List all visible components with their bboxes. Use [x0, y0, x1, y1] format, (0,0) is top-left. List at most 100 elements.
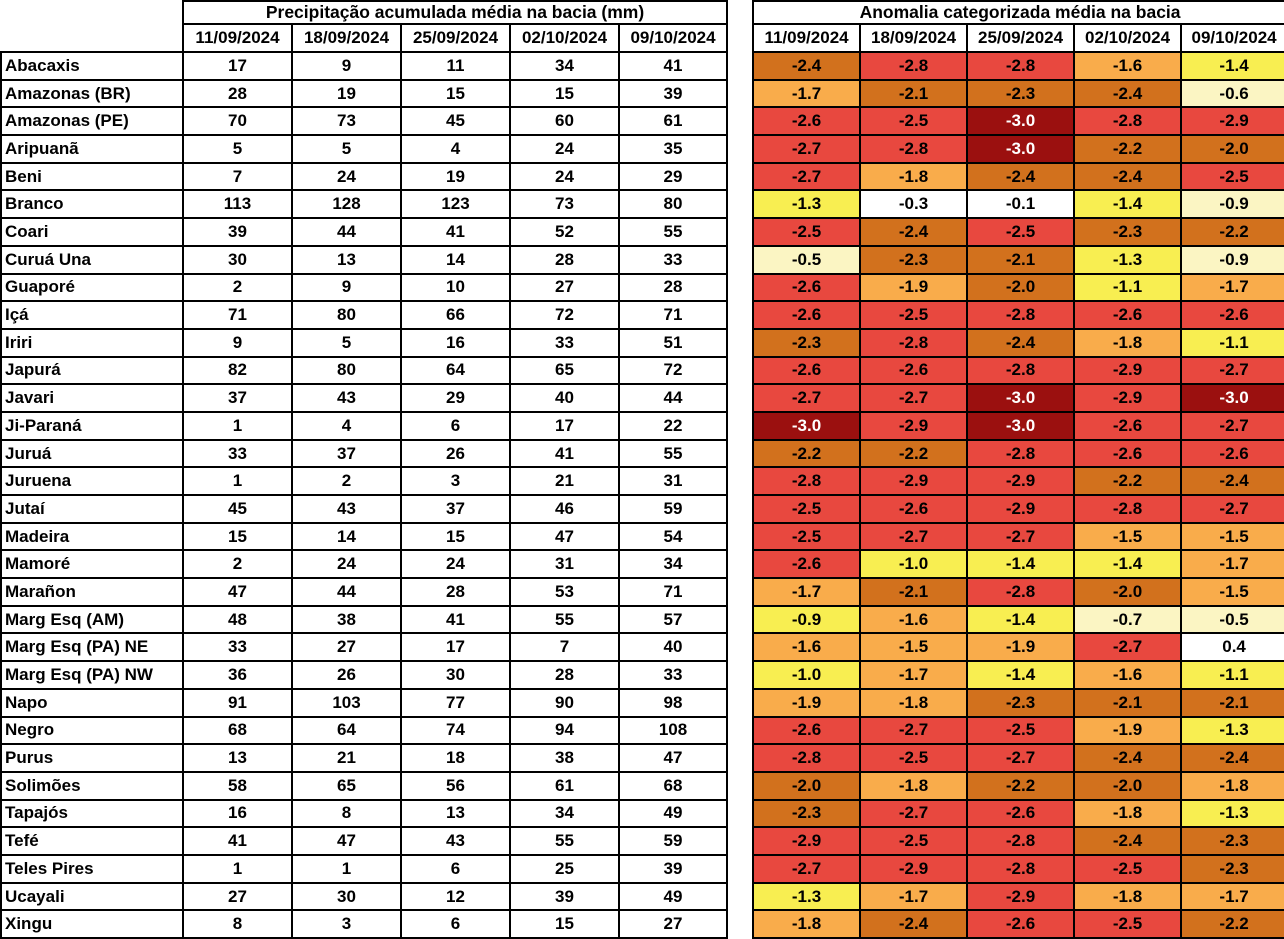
- precipitation-cell: 41: [509, 438, 620, 469]
- anomaly-cell: -1.5: [1073, 521, 1183, 552]
- anomaly-cell: -1.7: [859, 881, 969, 912]
- anomaly-cell: -2.5: [859, 743, 969, 773]
- anomaly-cell: -1.1: [1180, 327, 1284, 358]
- precipitation-row: Juruena 1 2 3 21 31: [0, 466, 729, 496]
- basin-label: Marañon: [0, 577, 184, 607]
- anomaly-row: -2.6 -1.9 -2.0 -1.1 -1.7: [752, 272, 1284, 303]
- precipitation-cell: 24: [509, 161, 620, 192]
- precipitation-cell: 11: [400, 51, 511, 81]
- anomaly-row: -2.6 -2.5 -3.0 -2.8 -2.9: [752, 106, 1284, 137]
- precipitation-cell: 28: [509, 244, 620, 275]
- anomaly-cell: -2.8: [859, 134, 969, 164]
- precipitation-cell: 19: [400, 161, 511, 192]
- anomaly-cell: -2.2: [1180, 217, 1284, 247]
- anomaly-cell: -1.6: [859, 604, 969, 635]
- precipitation-cell: 22: [617, 410, 729, 441]
- anomaly-cell: -2.7: [859, 521, 969, 552]
- precipitation-cell: 64: [400, 355, 511, 386]
- anomaly-row: -0.5 -2.3 -2.1 -1.3 -0.9: [752, 244, 1284, 275]
- anomaly-row: -2.6 -1.0 -1.4 -1.4 -1.7: [752, 549, 1284, 580]
- anomaly-cell: -2.8: [966, 438, 1076, 469]
- anomaly-cell: -2.8: [752, 743, 862, 773]
- anomaly-cell: -1.5: [859, 632, 969, 663]
- precipitation-row: Aripuanã 5 5 4 24 35: [0, 134, 729, 164]
- precipitation-row: Marg Esq (AM) 48 38 41 55 57: [0, 604, 729, 635]
- anomaly-row: -2.7 -2.8 -3.0 -2.2 -2.0: [752, 134, 1284, 164]
- anomaly-cell: -2.5: [859, 826, 969, 856]
- precipitation-cell: 17: [400, 632, 511, 663]
- precipitation-row: Beni 7 24 19 24 29: [0, 161, 729, 192]
- precipitation-cell: 1: [182, 853, 293, 884]
- anomaly-cell: -0.9: [1180, 244, 1284, 275]
- anomaly-cell: -1.3: [1073, 244, 1183, 275]
- basin-label: Xingu: [0, 909, 184, 939]
- anomaly-cell: -2.4: [966, 161, 1076, 192]
- anomaly-cell: -3.0: [966, 106, 1076, 137]
- precipitation-cell: 49: [617, 798, 729, 829]
- anomaly-row: -1.8 -2.4 -2.6 -2.5 -2.2: [752, 909, 1284, 939]
- precipitation-row: Amazonas (PE) 70 73 45 60 61: [0, 106, 729, 137]
- anomaly-cell: -3.0: [966, 383, 1076, 413]
- precipitation-cell: 26: [400, 438, 511, 469]
- precipitation-cell: 123: [400, 189, 511, 220]
- anomaly-cell: -1.8: [1073, 327, 1183, 358]
- precipitation-cell: 37: [400, 494, 511, 524]
- precipitation-cell: 27: [617, 909, 729, 939]
- precipitation-row: Japurá 82 80 64 65 72: [0, 355, 729, 386]
- precipitation-cell: 128: [291, 189, 402, 220]
- precipitation-cell: 33: [509, 327, 620, 358]
- precipitation-cell: 41: [617, 51, 729, 81]
- precipitation-cell: 58: [182, 770, 293, 801]
- precipitation-cell: 52: [509, 217, 620, 247]
- precipitation-cell: 5: [291, 134, 402, 164]
- anomaly-cell: -2.8: [966, 51, 1076, 81]
- precipitation-cell: 68: [182, 715, 293, 746]
- precipitation-row: Amazonas (BR) 28 19 15 15 39: [0, 78, 729, 109]
- anomaly-cell: -1.7: [1180, 272, 1284, 303]
- anomaly-cell: -2.7: [752, 383, 862, 413]
- anomaly-cell: -2.7: [1073, 632, 1183, 663]
- anomaly-cell: -2.0: [966, 272, 1076, 303]
- anomaly-cell: -1.9: [859, 272, 969, 303]
- precipitation-cell: 71: [617, 577, 729, 607]
- anomaly-cell: -2.6: [752, 272, 862, 303]
- anomaly-cell: -1.8: [859, 161, 969, 192]
- anomaly-cell: -2.0: [1180, 134, 1284, 164]
- precipitation-cell: 65: [509, 355, 620, 386]
- anomaly-cell: -2.0: [1073, 770, 1183, 801]
- basin-label: Amazonas (BR): [0, 78, 184, 109]
- precipitation-cell: 14: [291, 521, 402, 552]
- precipitation-cell: 14: [400, 244, 511, 275]
- precipitation-cell: 82: [182, 355, 293, 386]
- anomaly-cell: -2.5: [966, 217, 1076, 247]
- anomaly-cell: -2.7: [752, 134, 862, 164]
- anomaly-cell: -2.6: [1180, 438, 1284, 469]
- precipitation-cell: 59: [617, 826, 729, 856]
- anomaly-cell: -2.6: [1180, 300, 1284, 330]
- anomaly-cell: -3.0: [966, 134, 1076, 164]
- precipitation-cell: 9: [182, 327, 293, 358]
- basin-label: Guaporé: [0, 272, 184, 303]
- precipitation-cell: 7: [182, 161, 293, 192]
- precipitation-cell: 55: [509, 604, 620, 635]
- anomaly-cell: -2.8: [966, 300, 1076, 330]
- anomaly-cell: -2.7: [859, 715, 969, 746]
- anomaly-cell: -2.8: [859, 327, 969, 358]
- precipitation-cell: 2: [182, 272, 293, 303]
- basin-label: Japurá: [0, 355, 184, 386]
- precipitation-cell: 61: [509, 770, 620, 801]
- anomaly-cell: -1.8: [1073, 798, 1183, 829]
- basin-label: Javari: [0, 383, 184, 413]
- precipitation-cell: 1: [182, 466, 293, 496]
- anomaly-cell: -2.7: [1180, 410, 1284, 441]
- anomaly-cell: -2.3: [859, 244, 969, 275]
- precipitation-row: Javari 37 43 29 40 44: [0, 383, 729, 413]
- anomaly-cell: -2.2: [966, 770, 1076, 801]
- anomaly-row: -1.7 -2.1 -2.3 -2.4 -0.6: [752, 78, 1284, 109]
- precipitation-cell: 47: [291, 826, 402, 856]
- precipitation-cell: 15: [400, 521, 511, 552]
- precipitation-row: Ucayali 27 30 12 39 49: [0, 881, 729, 912]
- precipitation-cell: 15: [182, 521, 293, 552]
- precipitation-cell: 59: [617, 494, 729, 524]
- anomaly-cell: -1.7: [1180, 881, 1284, 912]
